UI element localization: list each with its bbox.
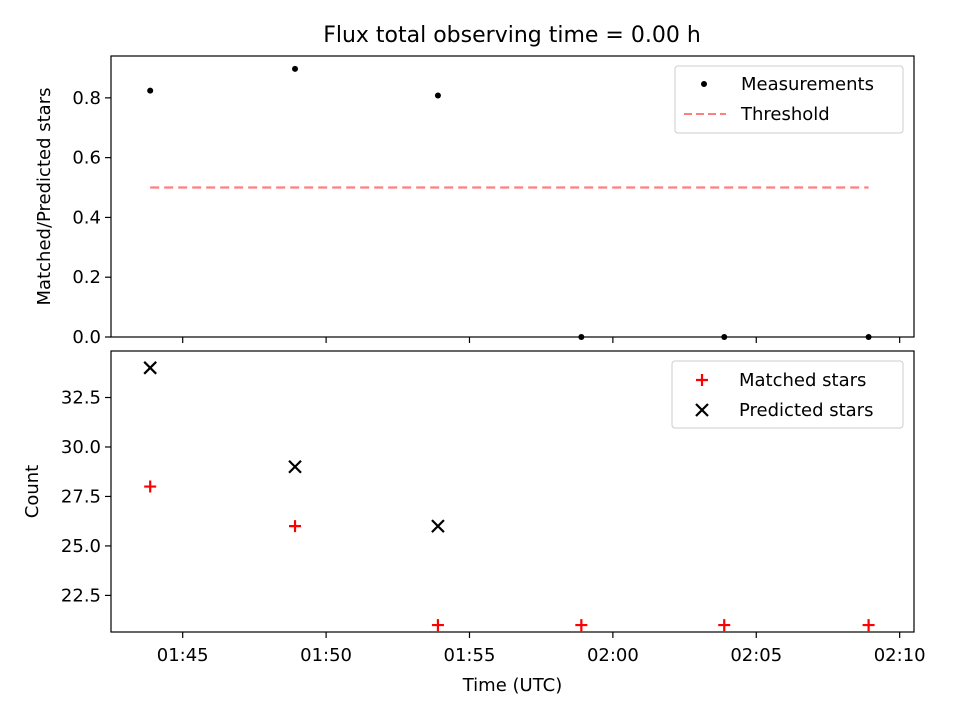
- y-tick-label: 22.5: [61, 585, 101, 606]
- ratio-x-ticks: [182, 337, 901, 343]
- ratio-y-axis-label: Matched/Predicted stars: [34, 88, 55, 306]
- y-tick-label: 32.5: [61, 388, 101, 409]
- y-tick-label: 0.2: [72, 267, 101, 288]
- ratio-axes-frame: [110, 55, 915, 338]
- ratio-legend: Measurements Threshold: [674, 65, 904, 134]
- count-legend: Matched stars Predicted stars: [671, 360, 904, 429]
- count-y-axis-label: Count: [22, 465, 43, 518]
- legend-predicted-stars-label: Predicted stars: [739, 400, 873, 421]
- y-tick-label: 25.0: [61, 536, 101, 557]
- matched-stars-point: [575, 619, 588, 632]
- count-y-ticks: 22.5 25.0 27.5 30.0 32.5: [61, 388, 111, 606]
- x-axis-label: Time (UTC): [462, 675, 563, 696]
- matched-stars-point: [144, 480, 157, 493]
- legend-matched-stars-label: Matched stars: [739, 370, 866, 391]
- matched-stars-point: [289, 520, 302, 533]
- y-tick-label: 27.5: [61, 486, 101, 507]
- matched-stars-point: [431, 619, 444, 632]
- y-tick-label: 0.6: [72, 148, 101, 169]
- count-axes-frame: [110, 350, 915, 633]
- legend-measurements-label: Measurements: [741, 74, 874, 95]
- legend-threshold-label: Threshold: [740, 104, 830, 125]
- predicted-stars-point: [143, 361, 157, 375]
- x-tick-label: 02:00: [587, 645, 639, 666]
- ratio-legend-box: [674, 65, 904, 134]
- panel-ratio: 0.00.20.40.60.8 Matched/Predicted stars …: [34, 55, 915, 348]
- y-tick-label: 30.0: [61, 437, 101, 458]
- legend-plus-glyph: [696, 374, 708, 386]
- matched-stars-point: [862, 619, 875, 632]
- measurements-point: [292, 65, 299, 72]
- x-tick-label: 02:05: [730, 645, 782, 666]
- y-tick-label: 0.0: [72, 327, 101, 348]
- x-tick-label: 02:10: [874, 645, 926, 666]
- figure-title: Flux total observing time = 0.00 h: [323, 23, 701, 48]
- y-tick-label: 0.8: [72, 88, 101, 109]
- ratio-y-ticks: 0.0 0.2 0.4 0.6 0.8: [72, 88, 111, 348]
- count-x-ticks: 01:45 01:50 01:55 02:00 02:05 02:10: [157, 632, 926, 666]
- predicted-stars-point: [431, 519, 445, 533]
- legend-matched-stars-marker: [696, 374, 708, 386]
- measurements-point: [147, 87, 154, 94]
- x-tick-label: 01:45: [157, 645, 209, 666]
- x-tick-label: 01:50: [300, 645, 352, 666]
- legend-measurements-marker: [701, 81, 707, 87]
- count-marks: [143, 361, 875, 632]
- panel-counts: 22.5 25.0 27.5 30.0 32.5 01:45 01:50 01:55 02:0…: [22, 350, 926, 696]
- legend-x-glyph: [695, 403, 709, 417]
- predicted-stars-point: [288, 459, 302, 474]
- measurements-point: [434, 92, 441, 99]
- matched-stars-point: [718, 619, 731, 632]
- x-tick-label: 01:55: [444, 645, 496, 666]
- count-legend-box: [671, 360, 904, 429]
- y-tick-label: 0.4: [72, 207, 101, 228]
- legend-predicted-stars-marker: [695, 403, 709, 417]
